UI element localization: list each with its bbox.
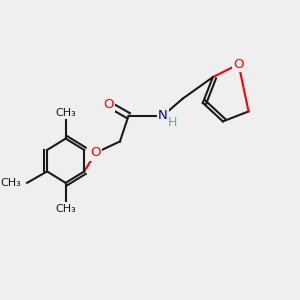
Text: CH₃: CH₃ [1, 178, 21, 188]
Text: N: N [158, 109, 168, 122]
Text: CH₃: CH₃ [55, 108, 76, 118]
Text: CH₃: CH₃ [55, 204, 76, 214]
Text: O: O [90, 146, 101, 159]
Text: O: O [103, 98, 114, 111]
Text: H: H [168, 116, 178, 129]
Text: O: O [233, 58, 244, 71]
